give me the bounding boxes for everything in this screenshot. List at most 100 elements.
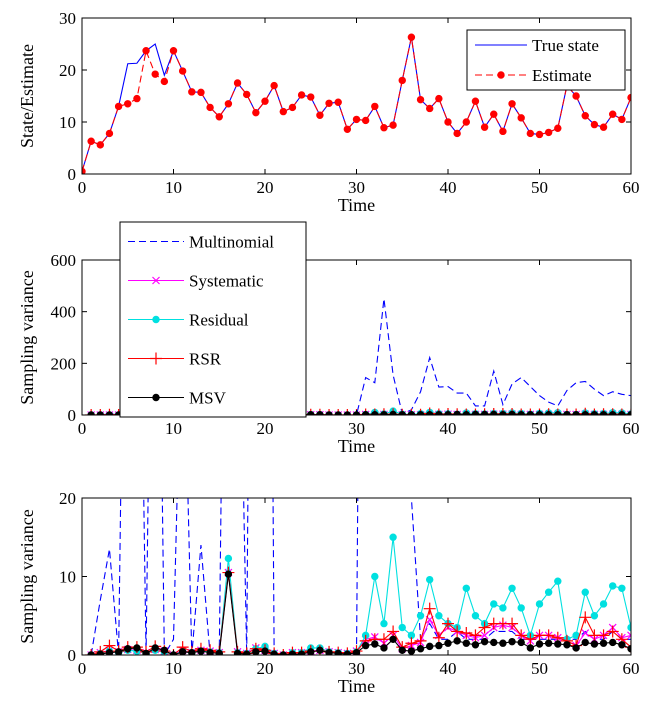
x-tick-label: 60 (623, 178, 640, 197)
data-point-estimate (527, 130, 534, 137)
data-point-msv (490, 639, 497, 646)
data-point-estimate (262, 98, 269, 105)
data-point-estimate (536, 131, 543, 138)
data-point-residual (500, 605, 507, 612)
x-axis-label: Time (338, 195, 375, 215)
data-point-msv (426, 643, 433, 650)
data-point-residual (609, 583, 616, 590)
data-point-residual (417, 612, 424, 619)
data-point-msv (500, 640, 507, 647)
data-point-estimate (463, 119, 470, 126)
data-point-msv (582, 639, 589, 646)
data-point-msv (252, 648, 259, 655)
legend-label: Residual (189, 311, 249, 330)
data-point-estimate (143, 47, 150, 54)
data-point-residual (490, 601, 497, 608)
data-point-estimate (481, 124, 488, 131)
data-point-estimate (371, 103, 378, 110)
x-tick-label: 20 (257, 178, 274, 197)
data-point-msv (472, 411, 479, 418)
data-point-residual (463, 585, 470, 592)
x-tick-label: 10 (165, 178, 182, 197)
data-point-residual (518, 605, 525, 612)
data-point-msv (545, 640, 552, 647)
data-point-msv (509, 411, 516, 418)
x-tick-label: 20 (257, 419, 274, 438)
data-point-estimate (115, 103, 122, 110)
data-point-msv (472, 641, 479, 648)
data-point-residual (600, 601, 607, 608)
data-point-msv (445, 640, 452, 647)
legend-marker (498, 72, 505, 79)
data-point-estimate (335, 99, 342, 106)
data-point-msv (600, 640, 607, 647)
legend-label: RSR (189, 350, 222, 369)
data-point-msv (390, 411, 397, 418)
data-point-msv (573, 645, 580, 652)
data-point-residual (509, 585, 516, 592)
data-point-estimate (106, 130, 113, 137)
data-point-estimate (179, 68, 186, 75)
data-point-msv (97, 651, 104, 658)
data-point-msv (124, 645, 131, 652)
data-point-estimate (600, 124, 607, 131)
x-axis-label: Time (338, 676, 375, 696)
data-point-estimate (326, 100, 333, 107)
data-point-estimate (362, 117, 369, 124)
data-point-estimate (445, 119, 452, 126)
data-point-estimate (289, 104, 296, 111)
x-tick-label: 40 (440, 659, 457, 678)
data-point-estimate (252, 109, 259, 116)
data-point-rsr (424, 603, 436, 615)
y-tick-label: 0 (68, 646, 77, 665)
y-tick-label: 30 (59, 9, 76, 28)
data-point-estimate (188, 88, 195, 95)
legend-label: Systematic (189, 272, 264, 291)
legend-marker (153, 316, 160, 323)
data-point-estimate (435, 95, 442, 102)
x-tick-label: 20 (257, 659, 274, 678)
y-tick-label: 200 (51, 354, 77, 373)
data-point-estimate (408, 34, 415, 41)
y-tick-label: 20 (59, 61, 76, 80)
y-tick-label: 0 (68, 406, 77, 425)
data-point-estimate (152, 71, 159, 78)
data-point-estimate (97, 141, 104, 148)
x-tick-label: 0 (78, 659, 87, 678)
data-point-msv (536, 641, 543, 648)
data-point-residual (472, 612, 479, 619)
data-point-estimate (609, 111, 616, 118)
x-tick-label: 60 (623, 419, 640, 438)
data-point-msv (344, 651, 351, 658)
data-point-msv (317, 647, 324, 654)
data-point-estimate (161, 78, 168, 85)
data-point-msv (371, 641, 378, 648)
data-point-msv (179, 648, 186, 655)
data-point-residual (545, 589, 552, 596)
data-point-msv (115, 648, 122, 655)
data-point-estimate (207, 104, 214, 111)
x-tick-label: 0 (78, 419, 87, 438)
data-point-estimate (417, 96, 424, 103)
data-point-msv (234, 650, 241, 657)
data-point-msv (134, 645, 141, 652)
y-tick-label: 10 (59, 113, 76, 132)
data-point-msv (335, 650, 342, 657)
data-point-estimate (618, 116, 625, 123)
data-point-residual (591, 612, 598, 619)
legend: True stateEstimate (467, 30, 625, 90)
data-point-msv (509, 638, 516, 645)
data-point-estimate (381, 124, 388, 131)
x-tick-label: 10 (165, 419, 182, 438)
legend-marker (153, 394, 160, 401)
data-point-msv (161, 647, 168, 654)
data-point-residual (399, 624, 406, 631)
data-point-msv (198, 648, 205, 655)
y-tick-label: 20 (59, 489, 76, 508)
legend-label: Estimate (532, 66, 591, 85)
y-tick-label: 600 (51, 251, 77, 270)
data-point-estimate (124, 100, 131, 107)
data-point-estimate (88, 138, 95, 145)
data-point-residual (390, 534, 397, 541)
